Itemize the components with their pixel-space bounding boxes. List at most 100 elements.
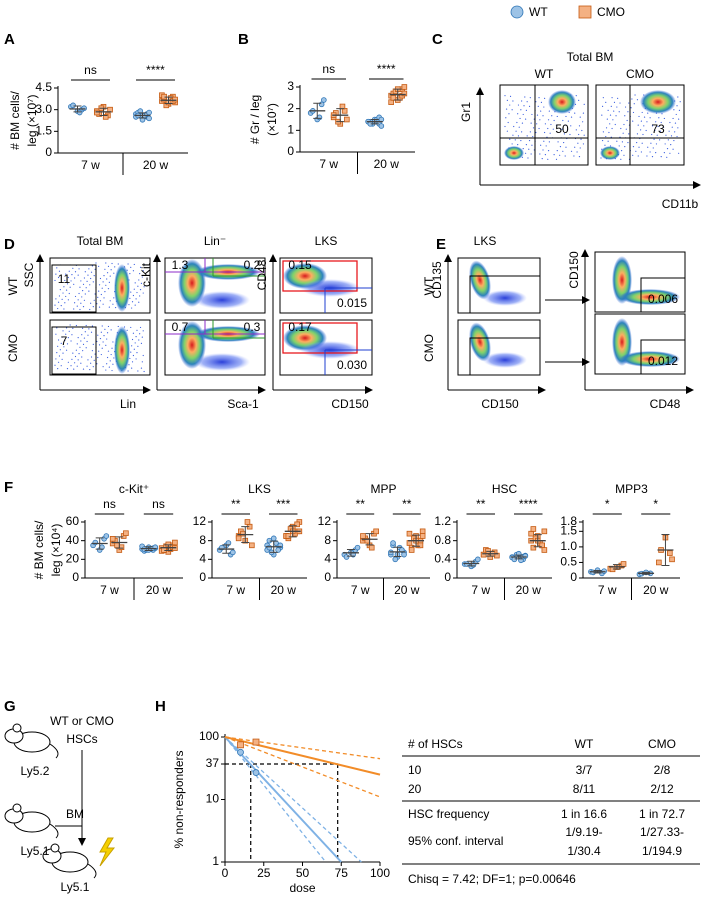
error-bar [365,533,374,546]
event-dot [676,105,678,107]
y-tick-label: 40 [66,533,80,547]
data-point [252,738,260,746]
mouse-icon [42,843,97,879]
event-dot [678,118,680,120]
event-dot [649,117,651,119]
event-dot [91,325,94,327]
data-point [390,95,397,101]
mouse-ear [12,803,22,813]
event-dot [57,307,59,310]
event-dot [628,102,630,104]
event-dot [616,140,618,142]
event-dot [535,101,537,103]
event-dot [58,295,61,297]
event-dot [665,134,667,136]
event-dot [88,268,90,270]
event-dot [66,283,69,285]
event-dot [678,109,681,112]
event-dot [91,350,94,352]
event-dot [640,120,642,122]
data-point [669,556,675,563]
y-tick-label: 20 [66,552,80,566]
event-dot [68,292,70,295]
event-dot [63,346,65,348]
y-tick-label: 0.5 [560,555,577,569]
event-dot [531,144,533,146]
diagram-text: Ly5.1 [61,880,90,894]
event-dot [77,299,79,301]
density-cloud [483,352,527,368]
event-dot [57,339,60,341]
event-dot [139,289,142,291]
event-dot [97,356,99,359]
event-dot [65,295,67,298]
event-dot [83,337,86,339]
x-tick-label: 20 w [394,583,420,597]
error-bar [486,550,495,557]
event-dot [57,276,60,279]
gate-value: 1.3 [172,258,189,272]
event-dot [528,148,530,150]
event-dot [114,266,116,268]
event-dot [557,141,559,143]
gate [640,277,686,313]
event-dot [632,145,635,148]
x-tick-label: 20 w [143,158,169,172]
event-dot [645,129,647,132]
event-dot [672,117,674,120]
event-dot [80,362,82,364]
gate-value: 0.015 [337,296,367,310]
event-dot [117,263,119,265]
event-dot [71,358,73,361]
event-dot [90,362,92,364]
event-dot [516,121,518,124]
event-dot [659,139,661,141]
event-dot [84,271,86,273]
event-dot [656,134,658,136]
axis-label: Lin [120,397,136,411]
event-dot [606,118,608,120]
diagram-text: Ly5.1 [21,844,50,858]
event-dot [65,333,67,335]
event-dot [57,301,60,303]
x-tick-label: 50 [296,866,310,880]
event-dot [547,127,549,130]
error-bar [99,107,108,116]
event-dot [64,339,66,342]
event-dot [131,301,134,303]
event-dot [113,297,115,299]
column-label: Total BM [77,234,124,248]
event-dot [78,352,80,355]
event-dot [136,352,138,354]
event-dot [538,127,540,130]
event-dot [508,113,510,115]
event-dot [578,133,580,136]
event-dot [101,347,103,349]
event-dot [605,127,608,129]
event-dot [129,357,131,360]
event-dot [636,133,639,135]
event-dot [137,370,139,372]
event-dot [59,289,61,291]
event-dot [77,359,79,361]
event-dot [108,306,110,308]
event-dot [636,141,638,144]
event-dot [67,276,69,279]
event-dot [93,299,95,301]
event-dot [638,115,640,118]
event-dot [521,100,523,102]
event-dot [78,292,80,295]
data-point [620,561,627,567]
event-dot [607,109,609,112]
event-dot [522,113,524,116]
x-tick-label: 7 w [319,157,338,171]
y-tick-label: 12 [193,514,207,528]
event-dot [98,284,101,286]
y-tick-label: 1 [287,123,294,137]
data-point [172,539,178,546]
event-dot [547,119,550,121]
event-dot [97,296,99,299]
event-dot [61,336,63,338]
event-dot [106,332,109,334]
event-dot [524,118,527,120]
